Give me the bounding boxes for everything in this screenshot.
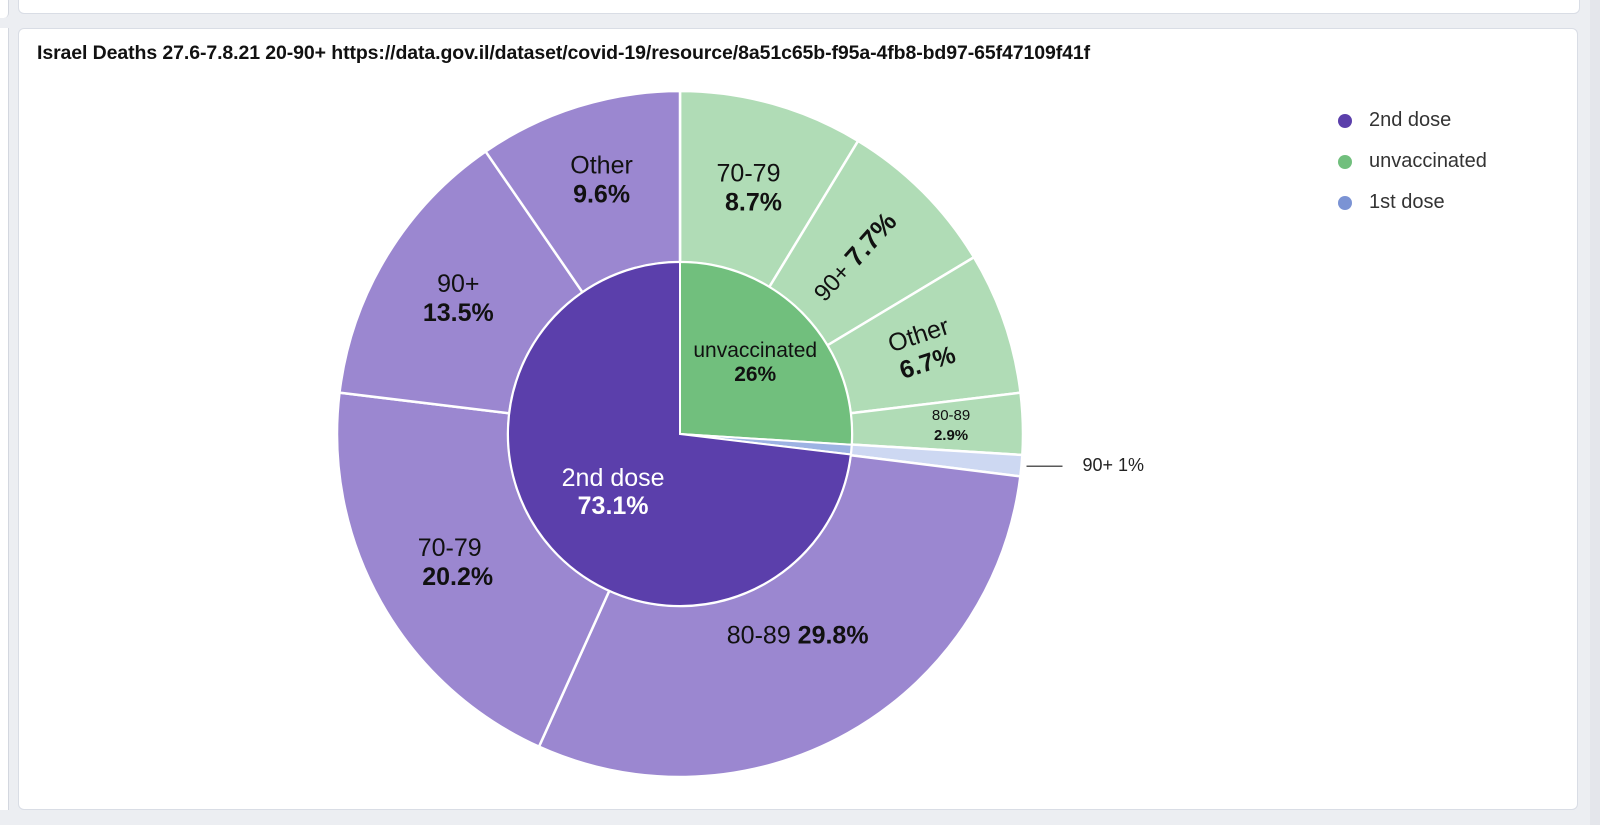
outer-label-80-89-5: 80-89 29.8% (727, 621, 869, 649)
chart-legend: 2nd dose unvaccinated 1st dose (1338, 100, 1487, 223)
outer-label-80-89-3-value: 2.9% (934, 427, 968, 444)
outer-label-70-79-0-label: 70-79 (717, 159, 781, 187)
legend-label-unvaccinated: unvaccinated (1369, 150, 1487, 172)
legend-label-1st-dose: 1st dose (1369, 191, 1445, 213)
outer-label-70-79-0-value: 8.7% (725, 188, 782, 216)
inner-label-2nd-dose-value: 73.1% (578, 492, 649, 520)
legend-dot-unvaccinated (1338, 154, 1352, 169)
inner-slice-2nd-dose[interactable] (507, 260, 852, 607)
outer-label-80-89-5-value: 29.8% (798, 621, 869, 649)
outer-label-80-89-3-label: 80-89 (932, 407, 970, 424)
outer-label-70-79-0: 70-798.7% (717, 159, 782, 216)
inner-label-unvaccinated-value: 26% (734, 363, 776, 386)
outer-label-70-79-6-label: 70-79 (418, 534, 482, 562)
side-resize-handle[interactable] (0, 28, 9, 810)
top-resize-handle[interactable] (0, 0, 9, 18)
legend-item-2nd-dose[interactable]: 2nd dose (1338, 100, 1487, 141)
outer-label-90-4: 90+ 1% (1083, 455, 1145, 475)
legend-item-1st-dose[interactable]: 1st dose (1338, 182, 1487, 223)
outer-label-80-89-3: 80-89 2.9% (932, 407, 970, 444)
legend-label-2nd-dose: 2nd dose (1369, 109, 1452, 131)
top-panel-edge (18, 0, 1580, 14)
inner-slice-unvaccinated[interactable] (679, 260, 853, 446)
outer-label-other-8-label: Other (570, 152, 633, 180)
outer-label-other-8-value: 9.6% (573, 181, 630, 209)
legend-dot-1st-dose (1338, 195, 1352, 210)
inner-label-2nd-dose-label: 2nd dose (562, 464, 665, 492)
outer-label-80-89-5-label: 80-89 (727, 621, 798, 649)
outer-label-90-7: 90+13.5% (423, 270, 494, 327)
outer-label-90-7-label: 90+ (437, 270, 479, 298)
window-edge (1590, 0, 1600, 825)
inner-label-unvaccinated-label: unvaccinated (693, 339, 817, 362)
outer-label-90-7-value: 13.5% (423, 299, 494, 327)
outer-label-80-89-5-text: 80-89 29.8% (727, 621, 869, 649)
legend-dot-2nd-dose (1338, 113, 1352, 128)
legend-item-unvaccinated[interactable]: unvaccinated (1338, 141, 1487, 182)
panel-title: Israel Deaths 27.6-7.8.21 20-90+ https:/… (37, 42, 1091, 64)
outer-label-70-79-6-value: 20.2% (422, 563, 493, 591)
